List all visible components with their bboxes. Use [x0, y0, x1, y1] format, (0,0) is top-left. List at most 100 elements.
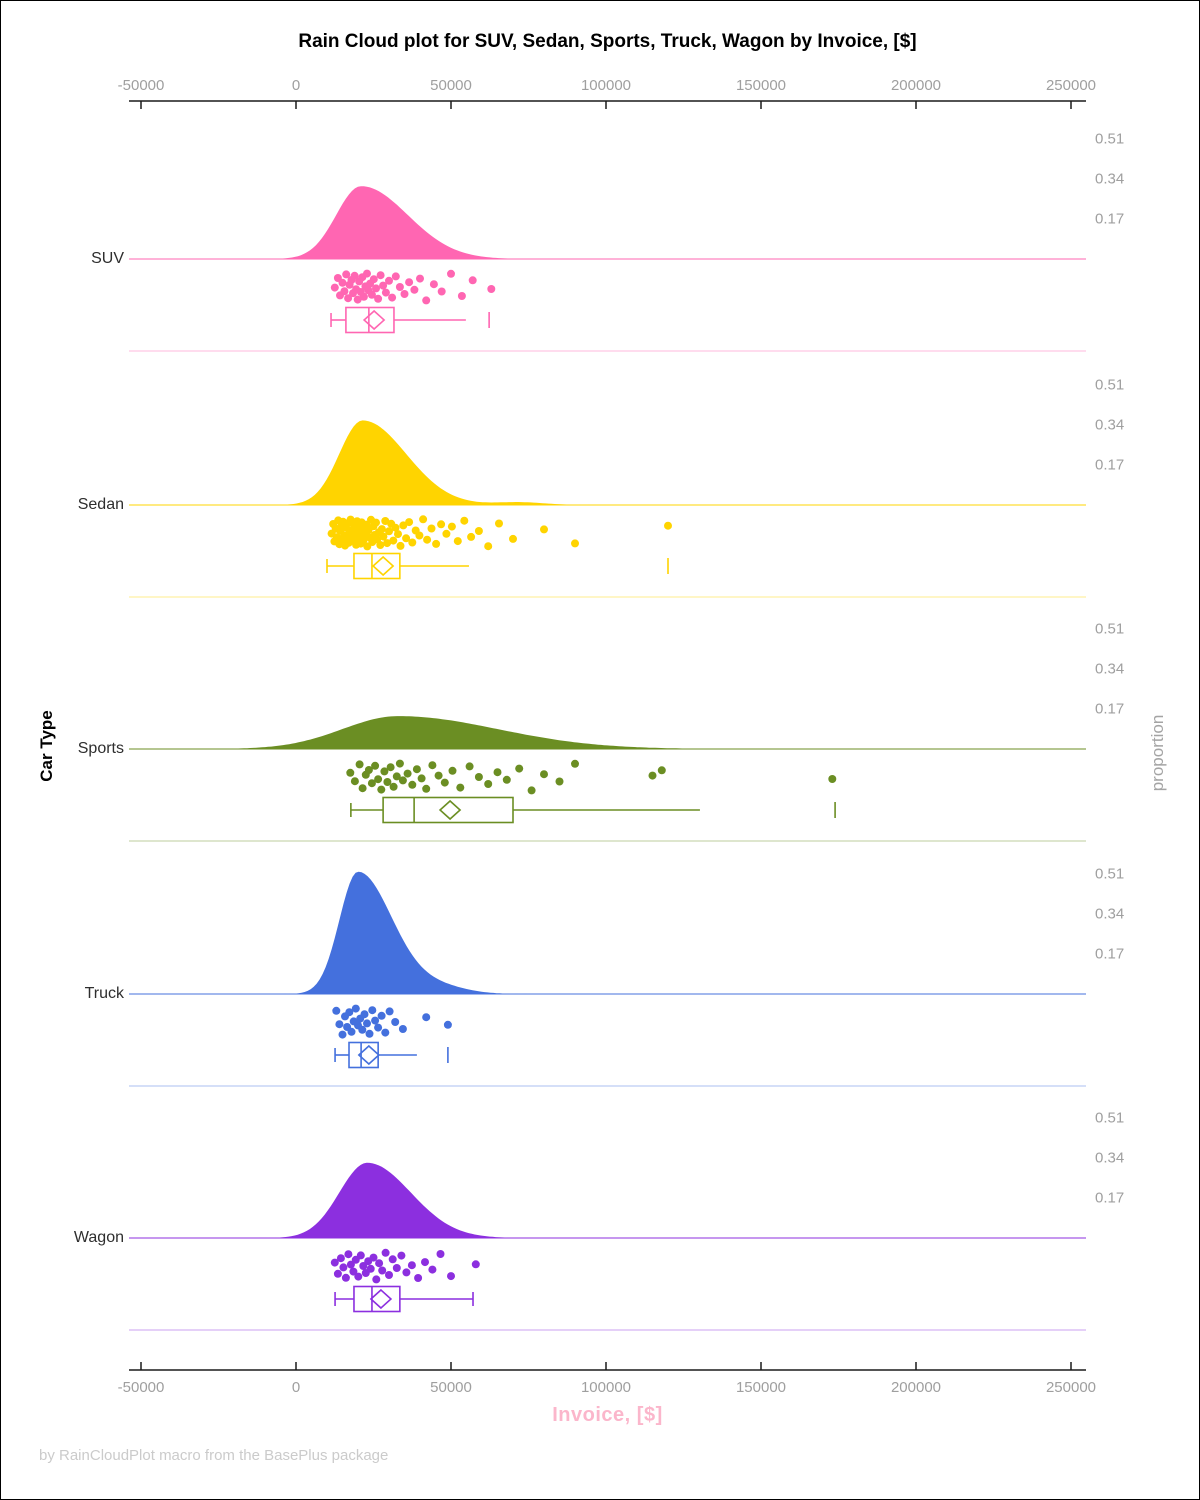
- data-point-wagon: [354, 1272, 363, 1281]
- density-sports: [175, 716, 796, 749]
- data-point-suv: [374, 294, 383, 303]
- data-point-wagon: [392, 1264, 401, 1272]
- data-point-sedan: [415, 531, 424, 540]
- data-point-wagon: [397, 1251, 406, 1260]
- data-point-truck: [335, 1020, 344, 1029]
- data-point-truck: [374, 1023, 383, 1032]
- data-point-truck: [332, 1006, 341, 1015]
- data-point-sports: [374, 775, 383, 784]
- data-point-wagon: [436, 1250, 445, 1258]
- mean-diamond-sedan: [371, 555, 395, 577]
- data-point-sports: [377, 785, 386, 794]
- data-point-sports: [465, 762, 474, 771]
- data-point-truck: [365, 1029, 374, 1038]
- x-tick-label-top: 50000: [430, 77, 472, 94]
- proportion-tick-label: 0.34: [1095, 905, 1125, 923]
- data-point-suv: [367, 290, 376, 299]
- data-point-sports: [408, 780, 417, 789]
- data-point-suv: [344, 294, 353, 303]
- data-point-sports: [540, 770, 548, 779]
- y-axis-title: Car Type: [37, 710, 56, 782]
- data-point-sedan: [467, 532, 476, 541]
- data-point-sedan: [495, 519, 503, 528]
- data-point-suv: [369, 275, 378, 284]
- proportion-tick-label: 0.51: [1095, 130, 1125, 148]
- data-point-sports: [412, 765, 421, 774]
- data-point-suv: [353, 295, 362, 304]
- data-point-sedan: [571, 539, 579, 548]
- density-suv: [261, 186, 548, 259]
- data-point-truck: [360, 1010, 369, 1019]
- data-point-suv: [400, 290, 409, 298]
- data-point-suv: [405, 278, 414, 287]
- data-point-sedan: [447, 522, 456, 531]
- proportion-tick-label: 0.34: [1095, 170, 1125, 188]
- data-point-sports: [474, 773, 483, 781]
- data-point-sports: [364, 766, 373, 774]
- data-point-sports: [386, 763, 395, 772]
- data-point-suv: [437, 287, 446, 296]
- data-point-suv: [422, 296, 431, 305]
- data-point-sports: [571, 759, 579, 768]
- data-point-suv: [340, 287, 349, 296]
- box-wagon: [353, 1285, 401, 1313]
- data-point-suv: [342, 270, 351, 279]
- data-point-wagon: [378, 1266, 387, 1275]
- data-point-wagon: [369, 1253, 378, 1262]
- data-point-sedan: [372, 518, 380, 527]
- density-truck: [283, 871, 551, 994]
- data-point-sports: [346, 768, 355, 777]
- data-point-wagon: [344, 1250, 353, 1259]
- data-point-sedan: [377, 525, 386, 534]
- category-label-truck: Truck: [84, 985, 124, 1002]
- data-point-suv: [429, 280, 438, 289]
- data-point-sedan: [484, 542, 493, 551]
- data-point-truck: [338, 1030, 347, 1039]
- chart-title: Rain Cloud plot for SUV, Sedan, Sports, …: [298, 31, 917, 52]
- x-tick-label-bottom: 200000: [890, 1379, 942, 1396]
- data-point-truck: [391, 1018, 400, 1026]
- data-point-sports: [515, 764, 524, 773]
- box-sports: [382, 796, 514, 824]
- data-point-sedan: [399, 521, 408, 530]
- data-point-sports: [380, 767, 389, 776]
- category-label-wagon: Wagon: [73, 1229, 124, 1246]
- x-tick-label-bottom: -50000: [117, 1379, 165, 1396]
- data-point-sports: [456, 783, 465, 792]
- data-point-truck: [368, 1006, 377, 1015]
- data-point-sedan: [540, 525, 548, 534]
- data-point-wagon: [330, 1258, 339, 1267]
- data-point-sedan: [389, 536, 398, 545]
- data-point-sedan: [664, 521, 672, 530]
- data-point-truck: [381, 1028, 390, 1037]
- data-point-sports: [657, 766, 666, 775]
- x-tick-label-bottom: 100000: [580, 1379, 632, 1396]
- data-point-suv: [457, 292, 466, 300]
- data-point-sedan: [432, 539, 441, 548]
- data-point-suv: [388, 293, 397, 302]
- data-point-suv: [487, 285, 496, 293]
- x-tick-label-top: 150000: [735, 77, 787, 94]
- proportion-tick-label: 0.51: [1095, 620, 1125, 638]
- data-point-suv: [376, 271, 385, 280]
- data-point-sports: [555, 777, 564, 786]
- data-point-suv: [381, 288, 390, 297]
- density-wagon: [255, 1162, 541, 1238]
- data-point-sedan: [419, 515, 428, 524]
- attribution-text: by RainCloudPlot macro from the BasePlus…: [39, 1447, 389, 1464]
- data-point-truck: [377, 1011, 386, 1020]
- data-point-sports: [828, 775, 837, 783]
- density-sedan: [269, 420, 619, 505]
- box-truck: [348, 1041, 379, 1069]
- data-point-sedan: [396, 541, 405, 550]
- proportion-tick-label: 0.17: [1095, 1189, 1125, 1207]
- data-point-wagon: [421, 1258, 429, 1267]
- data-point-suv: [395, 283, 404, 291]
- mean-diamond-truck: [357, 1044, 381, 1066]
- data-point-truck: [351, 1004, 360, 1013]
- data-point-wagon: [402, 1268, 411, 1277]
- data-point-suv: [338, 278, 347, 287]
- data-point-sedan: [509, 534, 517, 543]
